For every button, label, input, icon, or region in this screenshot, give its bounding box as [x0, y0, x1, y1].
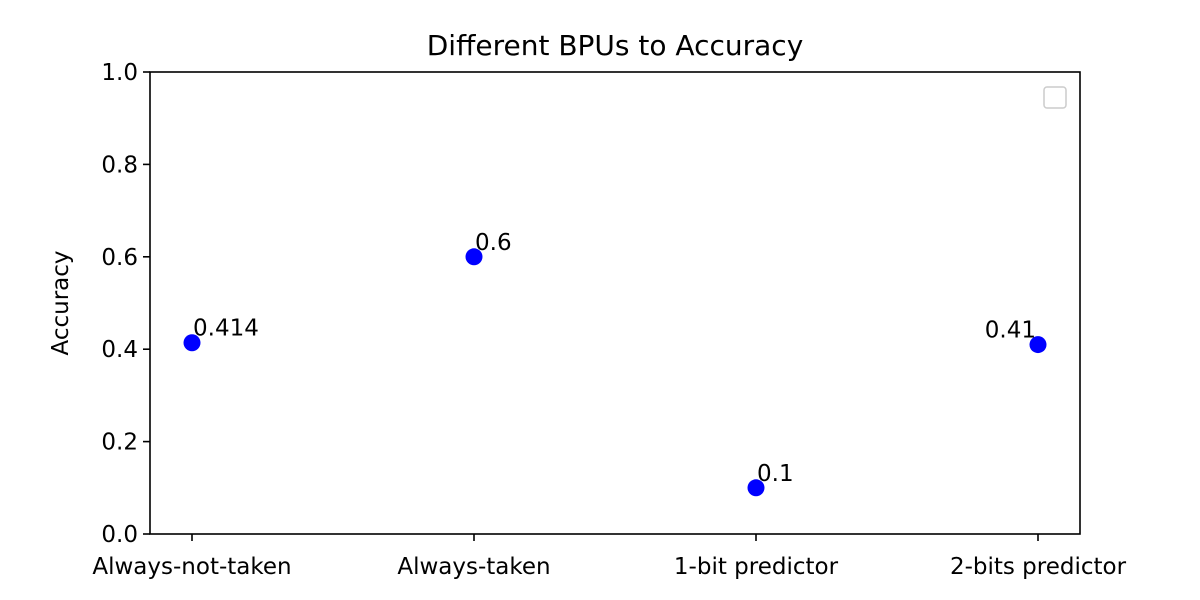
- y-tick-label: 0.4: [101, 337, 138, 363]
- data-point: [747, 479, 765, 497]
- y-tick-label: 0.6: [101, 245, 138, 271]
- data-label: 0.1: [757, 461, 794, 487]
- plot-frame: [149, 71, 1081, 535]
- chart-title: Different BPUs to Accuracy: [427, 29, 804, 62]
- x-tick-label: Always-not-taken: [92, 554, 291, 580]
- x-tick-label: 2-bits predictor: [950, 554, 1127, 580]
- data-point: [183, 334, 201, 352]
- axes: 0.0 0.2 0.4 0.6 0.8 1.0 Always-not-taken Always…: [92, 60, 1126, 580]
- data-point: [465, 248, 483, 266]
- legend-box: [1043, 86, 1067, 109]
- data-point: [1029, 336, 1047, 354]
- x-tick-label: Always-taken: [397, 554, 550, 580]
- y-tick-label: 1.0: [101, 60, 138, 86]
- data-label: 0.6: [475, 230, 512, 256]
- y-tick-label: 0.8: [101, 152, 138, 178]
- legend: [1043, 86, 1067, 109]
- data-label: 0.41: [985, 318, 1036, 344]
- y-tick-label: 0.2: [101, 430, 138, 456]
- data-labels: 0.414 0.6 0.1 0.41: [193, 230, 1036, 487]
- y-tick-label: 0.0: [101, 522, 138, 548]
- data-points: [183, 248, 1047, 497]
- x-tick-label: 1-bit predictor: [674, 554, 839, 580]
- data-label: 0.414: [193, 316, 259, 342]
- y-axis-label: Accuracy: [48, 250, 74, 355]
